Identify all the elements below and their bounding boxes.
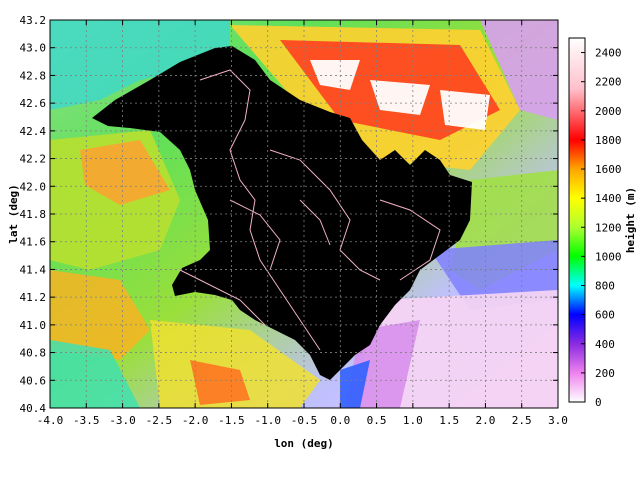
x-axis: -4.0 -3.5 -3.0 -2.5 -2.0 -1.5 -1.0 -0.5 0.0 0.5 1.… — [37, 20, 568, 427]
y-tick-label: 42.4 — [20, 125, 47, 138]
colorbar-tick-label: 2200 — [595, 76, 622, 89]
colorbar-tick-label: 0 — [595, 396, 602, 409]
y-tick-label: 43.0 — [20, 42, 47, 55]
x-tick-label: 2.5 — [512, 414, 532, 427]
x-tick-label: -0.5 — [291, 414, 318, 427]
x-tick-label: -4.0 — [37, 414, 64, 427]
colorbar-tick-label: 600 — [595, 309, 615, 322]
x-tick-label: -2.5 — [146, 414, 173, 427]
y-tick-label: 40.8 — [20, 347, 47, 360]
terrain-features — [50, 20, 558, 408]
x-tick-label: -1.5 — [218, 414, 245, 427]
y-tick-label: 41.2 — [20, 291, 47, 304]
x-tick-label: 1.0 — [403, 414, 423, 427]
colorbar-tick-label: 1600 — [595, 163, 622, 176]
y-tick-label: 40.6 — [20, 374, 47, 387]
x-tick-label: -2.0 — [182, 414, 209, 427]
y-tick-label: 41.4 — [20, 263, 47, 276]
y-tick-label: 42.8 — [20, 69, 47, 82]
colorbar — [568, 37, 586, 403]
colorbar-tick-label: 200 — [595, 367, 615, 380]
colorbar-ticks: 0 200 400 600 800 1000 1200 1400 1600 1800 2000 220… — [581, 47, 622, 409]
y-tick-label: 41.6 — [20, 236, 47, 249]
y-tick-label: 42.2 — [20, 153, 47, 166]
colorbar-tick-label: 1200 — [595, 221, 622, 234]
y-tick-label: 40.4 — [20, 402, 47, 415]
colorbar-tick-label: 2400 — [595, 47, 622, 60]
colorbar-tick-label: 1800 — [595, 134, 622, 147]
colorbar-tick-label: 2000 — [595, 105, 622, 118]
x-axis-label: lon (deg) — [274, 437, 334, 450]
y-tick-label: 42.0 — [20, 180, 47, 193]
colorbar-tick-label: 400 — [595, 338, 615, 351]
x-tick-label: 0.5 — [367, 414, 387, 427]
x-tick-label: 0.0 — [330, 414, 350, 427]
y-axis: 40.4 40.6 40.8 41.0 41.2 41.4 41.6 41.8 42.0 42.2… — [20, 14, 558, 415]
x-tick-label: -3.0 — [109, 414, 136, 427]
plot-area — [50, 20, 558, 408]
y-tick-label: 41.8 — [20, 208, 47, 221]
colorbar-tick-label: 800 — [595, 280, 615, 293]
y-tick-label: 43.2 — [20, 14, 47, 27]
colorbar-label: height (m) — [624, 187, 637, 253]
masked-region — [92, 46, 472, 380]
contours — [179, 69, 441, 351]
colorbar-tick-label: 1000 — [595, 250, 622, 263]
y-tick-label: 41.0 — [20, 319, 47, 332]
x-tick-label: -1.0 — [254, 414, 281, 427]
x-tick-label: 3.0 — [548, 414, 568, 427]
x-tick-label: 1.5 — [439, 414, 459, 427]
y-axis-label: lat (deg) — [7, 184, 20, 244]
x-tick-label: -3.5 — [73, 414, 100, 427]
x-tick-label: 2.0 — [475, 414, 495, 427]
colorbar-tick-label: 1400 — [595, 192, 622, 205]
y-tick-label: 42.6 — [20, 97, 47, 110]
